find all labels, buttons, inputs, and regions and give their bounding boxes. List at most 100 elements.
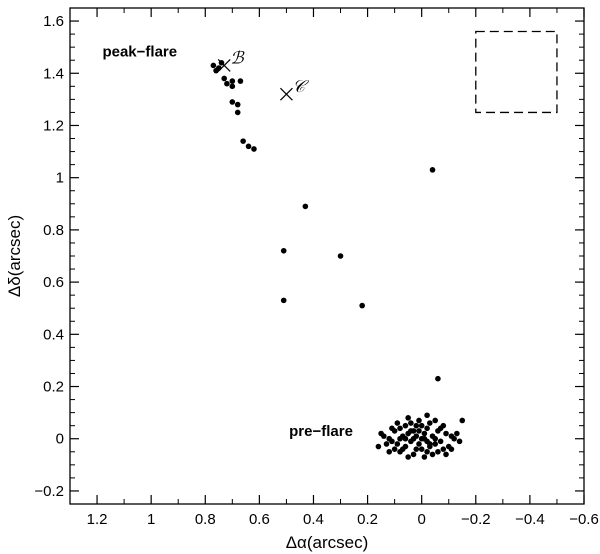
data-point (416, 441, 422, 447)
data-point (437, 425, 444, 432)
data-point (240, 138, 246, 144)
data-point (408, 428, 414, 434)
data-point (383, 441, 390, 447)
data-point (359, 302, 365, 309)
data-point (378, 430, 384, 437)
axis-ticks (70, 8, 585, 504)
data-point (424, 448, 430, 455)
data-points (210, 60, 466, 460)
data-point (397, 435, 403, 442)
data-point (405, 415, 411, 421)
dashed-inset-box (475, 30, 558, 114)
data-point (427, 420, 433, 426)
data-point (337, 253, 344, 259)
data-point (280, 297, 287, 304)
data-point (210, 62, 217, 69)
data-point (386, 448, 393, 455)
data-point (394, 441, 401, 447)
data-point (424, 412, 430, 419)
data-point (416, 417, 422, 424)
data-point (451, 435, 457, 442)
data-point (413, 446, 420, 452)
data-point (421, 454, 428, 460)
data-point (418, 446, 425, 452)
y-tick-label: 1.6 (43, 13, 64, 30)
cross-marker: 𝒞 (279, 77, 309, 101)
data-point (440, 446, 447, 452)
data-point (251, 146, 257, 152)
data-point (418, 422, 425, 429)
data-point (410, 435, 417, 442)
data-point (397, 425, 403, 432)
data-point (454, 430, 460, 437)
data-point (427, 441, 433, 447)
data-point (402, 422, 409, 429)
data-point (229, 99, 236, 105)
data-point (432, 441, 439, 447)
y-tick-label: −0.2 (34, 483, 64, 500)
y-tick-label: 1.2 (43, 117, 64, 134)
data-point (229, 83, 236, 90)
y-tick-label: 1 (56, 170, 64, 187)
x-tick-labels: 1.2 1 0.8 0.6 0.4 0.2 0 −0.2 −0.4 −0.6 (87, 511, 599, 528)
data-point (402, 435, 409, 442)
data-point (443, 430, 449, 437)
data-point (437, 438, 444, 445)
data-point (435, 375, 441, 382)
data-point (302, 203, 309, 210)
data-point (221, 75, 227, 82)
data-point (432, 417, 439, 424)
x-tick-label: 0.2 (357, 511, 378, 528)
data-point (386, 435, 393, 442)
data-point (410, 451, 417, 458)
y-tick-label: 0 (56, 431, 64, 448)
data-point (416, 428, 422, 434)
data-point (408, 420, 414, 426)
annotation-pre-flare: pre−flare (289, 423, 353, 440)
x-tick-label: −0.6 (569, 511, 599, 528)
cross-marker-label: 𝒞 (292, 77, 309, 96)
cross-marker: ℬ (217, 48, 245, 72)
data-point (394, 420, 401, 426)
data-point (459, 417, 466, 424)
y-tick-label: 0.8 (43, 222, 64, 239)
data-point (237, 78, 244, 84)
data-point (389, 425, 395, 432)
cross-marker-label: ℬ (230, 48, 245, 67)
data-point (234, 109, 241, 116)
data-point (245, 143, 252, 150)
data-point (413, 422, 420, 429)
data-point (375, 443, 382, 450)
x-tick-label: −0.4 (515, 511, 545, 528)
data-point (432, 435, 439, 442)
data-point (391, 446, 398, 452)
data-point (429, 167, 436, 173)
data-point (424, 425, 430, 432)
x-tick-label: 1.2 (87, 511, 108, 528)
data-point (421, 430, 428, 437)
cross-markers: ℬ𝒞 (217, 48, 309, 101)
data-point (429, 451, 436, 458)
x-tick-label: 1 (147, 511, 155, 528)
data-point (224, 80, 230, 87)
x-tick-label: 0 (418, 511, 426, 528)
y-tick-label: 0.4 (43, 326, 64, 343)
data-point (399, 446, 406, 452)
y-tick-label: 0.2 (43, 379, 64, 396)
data-point (229, 78, 236, 84)
y-tick-label: 1.4 (43, 65, 64, 82)
x-tick-label: −0.2 (461, 511, 491, 528)
x-tick-label: 0.4 (303, 511, 324, 528)
annotation-peak-flare: peak−flare (102, 43, 177, 60)
data-point (405, 454, 411, 460)
data-point (421, 435, 428, 442)
x-tick-label: 0.8 (195, 511, 216, 528)
x-tick-label: 0.6 (249, 511, 270, 528)
data-point (443, 451, 449, 458)
y-axis-label: Δδ(arcsec) (5, 215, 24, 297)
y-tick-labels: −0.2 0 0.2 0.4 0.6 0.8 1 1.2 1.4 1.6 (34, 13, 64, 500)
data-point (234, 101, 241, 108)
data-point (435, 448, 441, 455)
data-point (280, 247, 287, 254)
